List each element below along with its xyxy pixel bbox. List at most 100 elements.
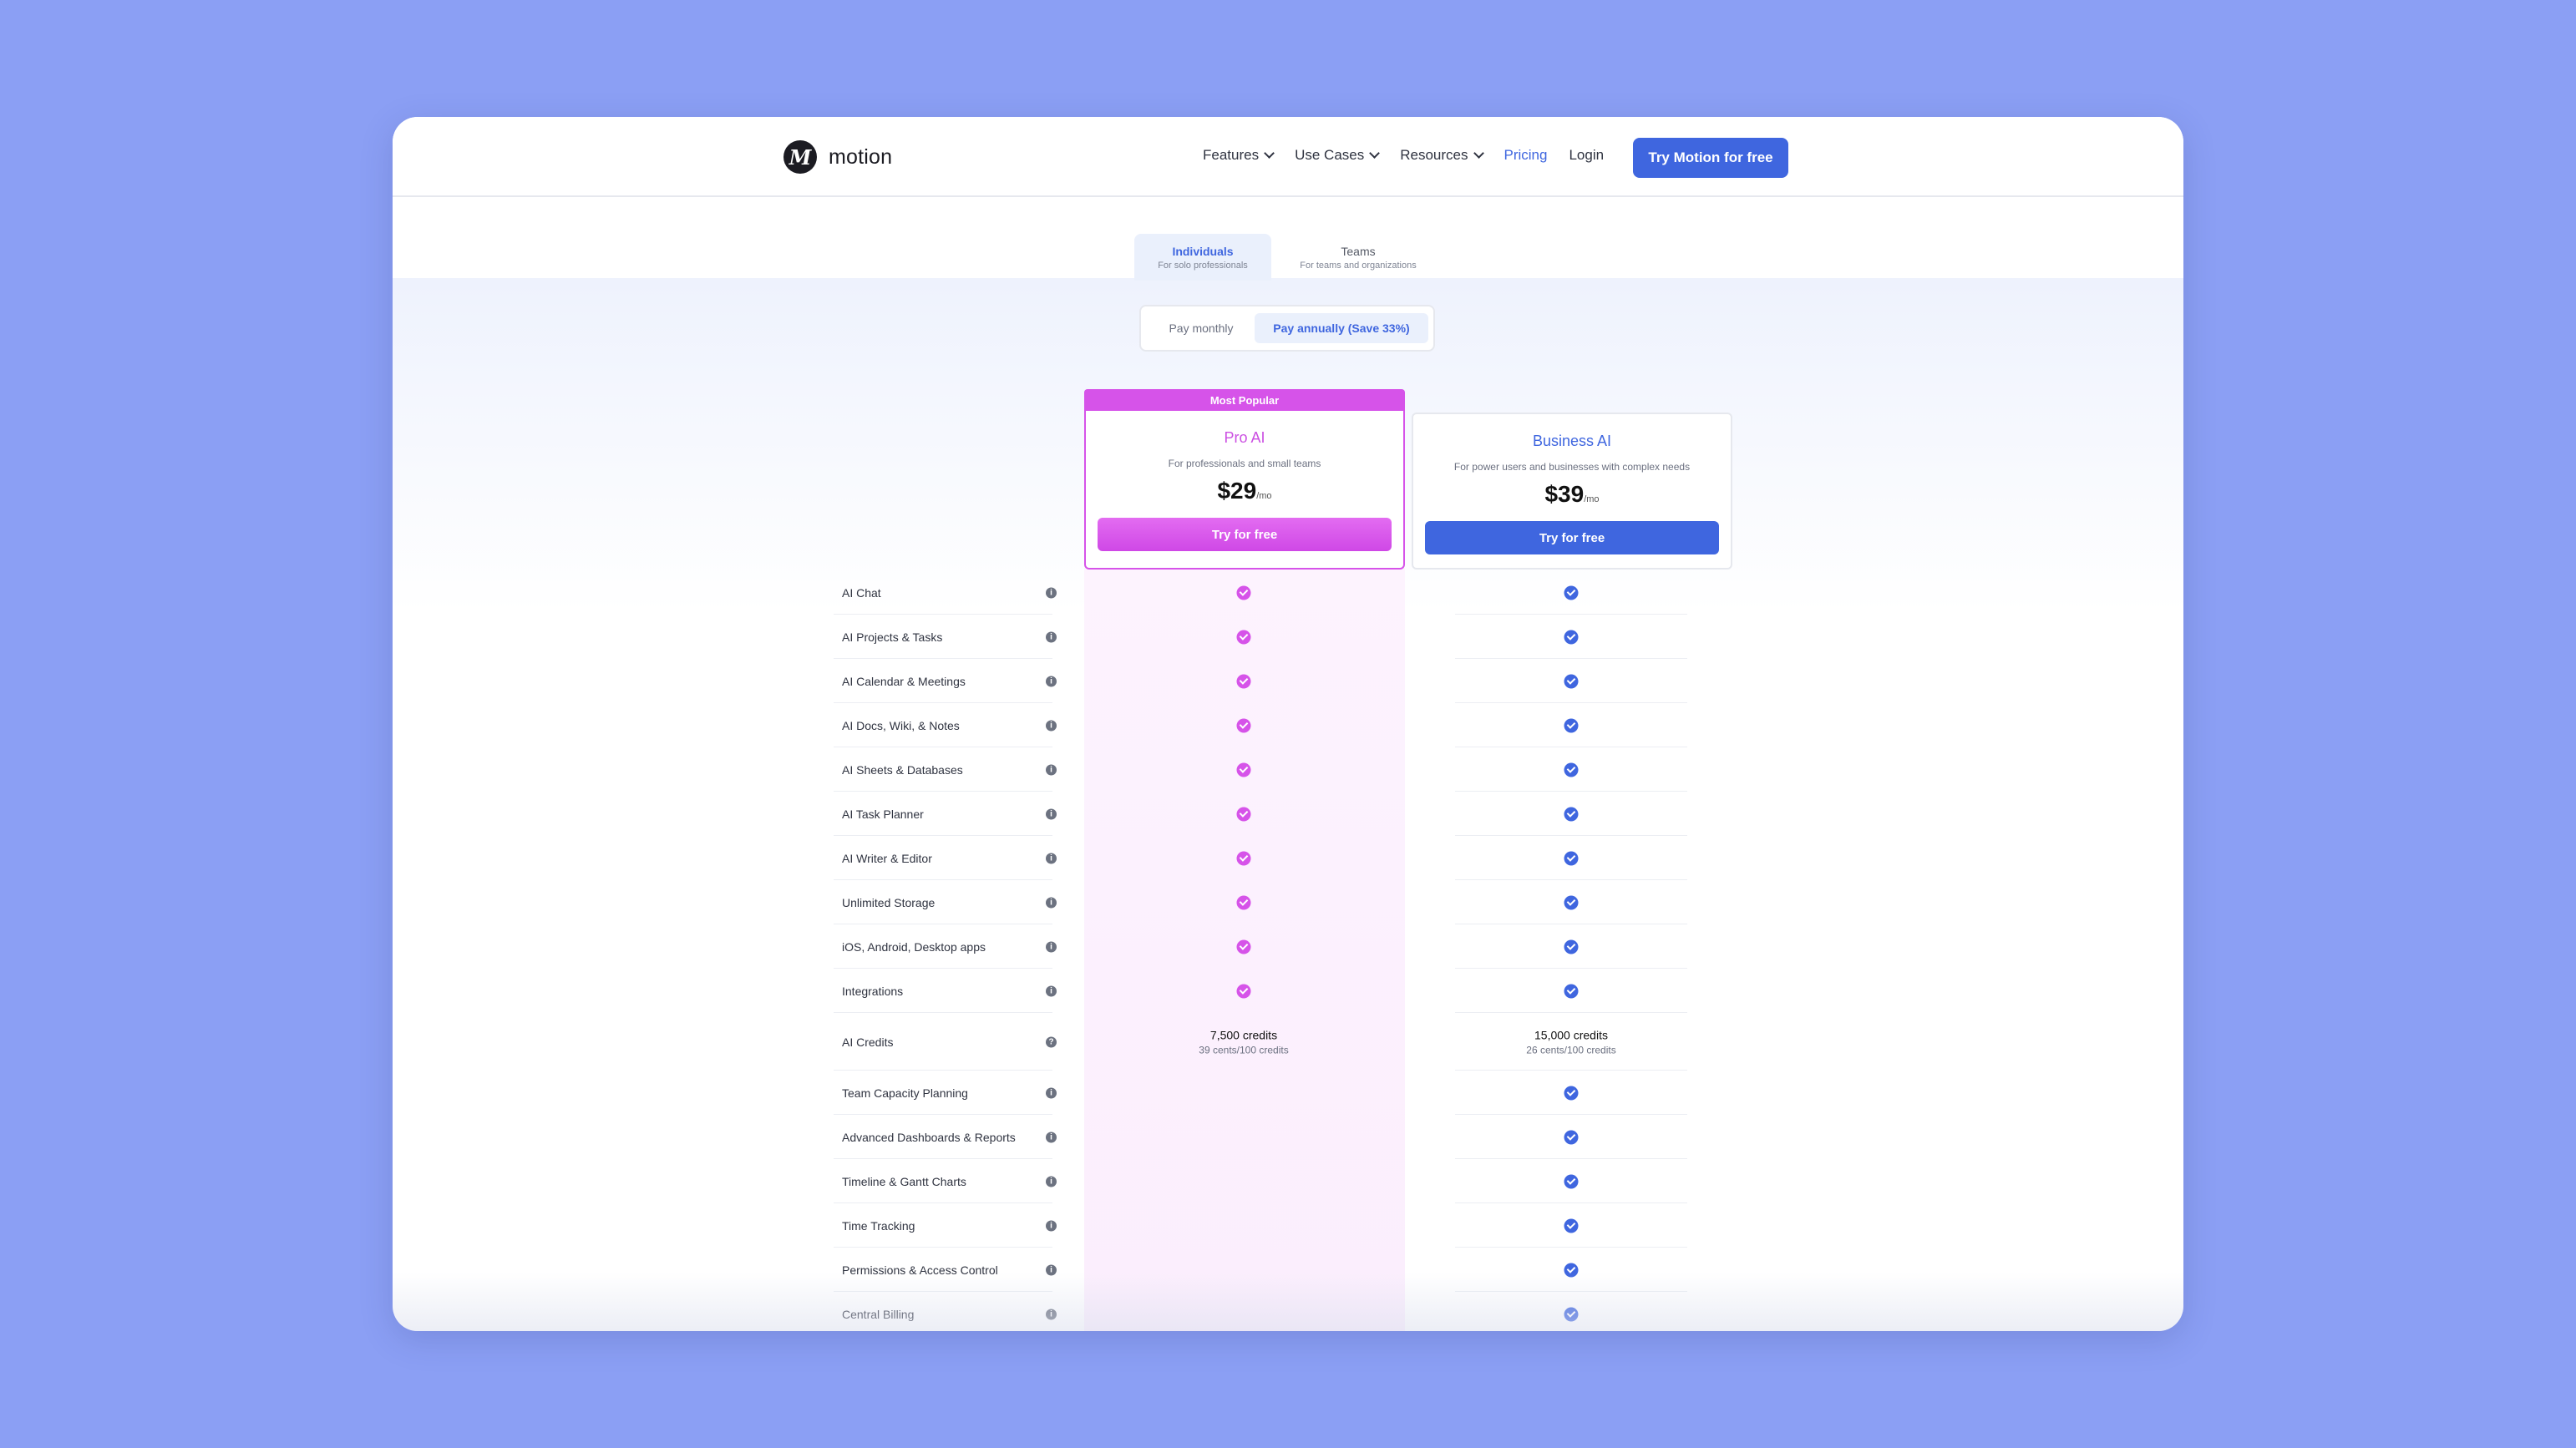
feature-label: Time Tracking (842, 1218, 915, 1233)
feature-label: AI Chat (842, 585, 881, 600)
info-icon[interactable]: i (1046, 941, 1057, 952)
row-divider (834, 658, 1052, 659)
credits-rate: 39 cents/100 credits (1199, 1044, 1289, 1056)
row-divider (834, 1202, 1052, 1203)
try-motion-button[interactable]: Try Motion for free (1633, 138, 1788, 178)
pro-credits-cell: 7,500 credits 39 cents/100 credits (1199, 1028, 1288, 1056)
pro-check-icon (1236, 630, 1251, 644)
nav-resources[interactable]: Resources (1400, 147, 1484, 164)
logo[interactable]: M motion (783, 140, 892, 174)
business-check-icon (1564, 718, 1579, 732)
business-check-icon (1564, 1218, 1579, 1233)
billing-toggle: Pay monthly Pay annually (Save 33%) (1139, 305, 1435, 352)
nav-use-cases[interactable]: Use Cases (1295, 147, 1381, 164)
price-period: /mo (1584, 494, 1600, 504)
chevron-down-icon (1369, 148, 1381, 159)
info-icon[interactable]: i (1046, 1087, 1057, 1098)
feature-row: AI Writer & Editor i (834, 836, 2122, 880)
nav-login[interactable]: Login (1569, 147, 1605, 163)
business-check-icon (1564, 674, 1579, 688)
info-icon[interactable]: i (1046, 1176, 1057, 1187)
info-icon[interactable]: i (1046, 853, 1057, 863)
nav-features[interactable]: Features (1203, 147, 1275, 164)
feature-row: AI Sheets & Databases i (834, 747, 2122, 792)
feature-row: Time Tracking i (834, 1203, 2122, 1248)
pro-try-free-button[interactable]: Try for free (1098, 518, 1392, 551)
info-icon[interactable]: i (1046, 1132, 1057, 1142)
pro-check-icon (1236, 851, 1251, 865)
browser-window: M motion Features Use Cases Resources Pr… (393, 117, 2183, 1331)
most-popular-badge: Most Popular (1084, 389, 1405, 411)
price-amount: $29 (1217, 478, 1257, 504)
feature-row: Timeline & Gantt Charts i (834, 1159, 2122, 1203)
info-icon[interactable]: i (1046, 720, 1057, 731)
feature-label: AI Writer & Editor (842, 851, 932, 865)
feature-row: AI Task Planner i (834, 792, 2122, 836)
feature-label: Integrations (842, 984, 904, 998)
info-icon[interactable]: i (1046, 587, 1057, 598)
feature-row: AI Credits? 7,500 credits 39 cents/100 cre… (834, 1013, 2122, 1071)
business-try-free-button[interactable]: Try for free (1425, 521, 1719, 554)
info-icon[interactable]: i (1046, 985, 1057, 996)
pro-check-icon (1236, 762, 1251, 777)
info-icon[interactable]: i (1046, 676, 1057, 686)
feature-row: AI Calendar & Meetings i (834, 659, 2122, 703)
pro-check-icon (1236, 895, 1251, 909)
feature-row: AI Projects & Tasks i (834, 615, 2122, 659)
pay-monthly-option[interactable]: Pay monthly (1169, 321, 1234, 335)
feature-label: AI Calendar & Meetings (842, 674, 966, 688)
info-icon[interactable]: i (1046, 808, 1057, 819)
help-icon[interactable]: ? (1046, 1036, 1057, 1047)
info-icon[interactable]: i (1046, 897, 1057, 908)
plan-card-pro: Pro AI For professionals and small teams… (1084, 411, 1405, 570)
pro-check-icon (1236, 585, 1251, 600)
tab-teams[interactable]: Teams For teams and organizations (1283, 234, 1433, 281)
row-divider (834, 968, 1052, 969)
row-divider (1455, 1070, 1687, 1071)
info-icon[interactable]: i (1046, 1264, 1057, 1275)
row-divider (834, 1114, 1052, 1115)
nav-pricing[interactable]: Pricing (1504, 147, 1548, 163)
pro-check-icon (1236, 807, 1251, 821)
feature-row: AI Docs, Wiki, & Notes i (834, 703, 2122, 747)
price-amount: $39 (1544, 481, 1585, 507)
feature-row: Unlimited Storage i (834, 880, 2122, 924)
nav-features-label: Features (1203, 147, 1260, 163)
pro-check-icon (1236, 984, 1251, 998)
feature-row: Integrations i (834, 969, 2122, 1013)
credits-rate: 26 cents/100 credits (1526, 1044, 1616, 1056)
row-divider (1455, 614, 1687, 615)
feature-label: AI Projects & Tasks (842, 630, 943, 644)
row-divider (834, 702, 1052, 703)
tab-individuals[interactable]: Individuals For solo professionals (1134, 234, 1271, 281)
business-check-icon (1564, 1174, 1579, 1188)
feature-label: Timeline & Gantt Charts (842, 1174, 966, 1188)
feature-row: iOS, Android, Desktop apps i (834, 924, 2122, 969)
row-divider (834, 1158, 1052, 1159)
feature-row: AI Chat i (834, 570, 2122, 615)
feature-label: AI Credits (842, 1035, 894, 1049)
row-divider (834, 835, 1052, 836)
row-divider (834, 791, 1052, 792)
business-check-icon (1564, 585, 1579, 600)
row-divider (834, 1012, 1052, 1013)
chevron-down-icon (1473, 148, 1484, 159)
logo-mark-icon: M (783, 140, 817, 174)
business-check-icon (1564, 851, 1579, 865)
top-nav: M motion Features Use Cases Resources Pr… (393, 117, 2183, 197)
plan-name: Pro AI (1224, 429, 1265, 446)
row-divider (1455, 702, 1687, 703)
info-icon[interactable]: i (1046, 1220, 1057, 1231)
feature-label: iOS, Android, Desktop apps (842, 939, 986, 954)
row-divider (1455, 1202, 1687, 1203)
tab-teams-subtitle: For teams and organizations (1300, 260, 1417, 271)
business-check-icon (1564, 1086, 1579, 1100)
business-check-icon (1564, 984, 1579, 998)
feature-label: AI Docs, Wiki, & Notes (842, 718, 960, 732)
pay-annually-option[interactable]: Pay annually (Save 33%) (1255, 313, 1428, 343)
feature-label: Team Capacity Planning (842, 1086, 968, 1100)
info-icon[interactable]: i (1046, 631, 1057, 642)
chevron-down-icon (1264, 148, 1275, 159)
feature-label: AI Sheets & Databases (842, 762, 963, 777)
info-icon[interactable]: i (1046, 764, 1057, 775)
